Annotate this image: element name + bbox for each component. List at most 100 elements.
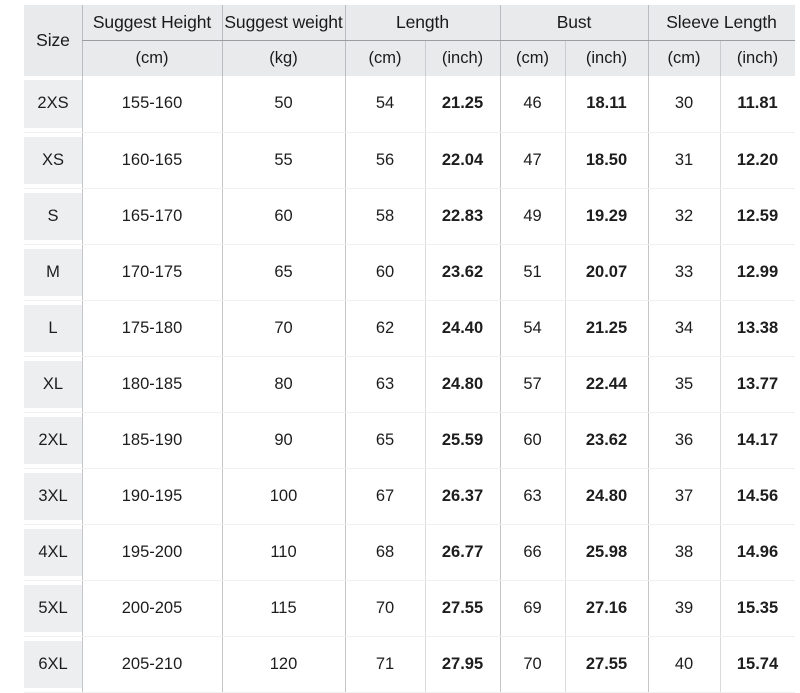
- cell-sleeve-cm: 31: [648, 132, 720, 189]
- cell-sleeve-cm: 39: [648, 580, 720, 637]
- cell-bust-in: 19.29: [565, 188, 648, 245]
- cell-height-cm: 155-160: [82, 76, 222, 133]
- cell-bust-cm: 66: [500, 524, 565, 581]
- table-row: 2XL 185-190 90 65 25.59 60 23.62 36 14.17: [24, 412, 796, 469]
- table-row: 3XL 190-195 100 67 26.37 63 24.80 37 14.56: [24, 468, 796, 525]
- cell-height-cm: 160-165: [82, 132, 222, 189]
- header-group-sleeve-length: Sleeve Length: [648, 5, 796, 41]
- cell-length-in: 27.95: [425, 636, 500, 693]
- cell-size: 4XL: [24, 524, 82, 581]
- cell-weight-kg: 65: [222, 244, 345, 301]
- cell-bust-in: 25.98: [565, 524, 648, 581]
- cell-size: XL: [24, 356, 82, 413]
- header-unit-bust-cm: (cm): [500, 40, 565, 76]
- table-row: 6XL 205-210 120 71 27.95 70 27.55 40 15.74: [24, 636, 796, 693]
- cell-weight-kg: 80: [222, 356, 345, 413]
- cell-sleeve-in: 13.77: [720, 356, 796, 413]
- cell-length-cm: 70: [345, 580, 425, 637]
- cell-size: XS: [24, 132, 82, 189]
- size-label: XL: [24, 360, 82, 408]
- cell-weight-kg: 120: [222, 636, 345, 693]
- header-group-row: Size Suggest Height Suggest weight Lengt…: [24, 5, 796, 76]
- cell-length-cm: 67: [345, 468, 425, 525]
- cell-size: S: [24, 188, 82, 245]
- cell-height-cm: 195-200: [82, 524, 222, 581]
- cell-bust-cm: 70: [500, 636, 565, 693]
- cell-bust-cm: 49: [500, 188, 565, 245]
- cell-height-cm: 200-205: [82, 580, 222, 637]
- cell-length-cm: 68: [345, 524, 425, 581]
- cell-sleeve-cm: 37: [648, 468, 720, 525]
- cell-size: 2XL: [24, 412, 82, 469]
- header-group-bust: Bust: [500, 5, 648, 41]
- cell-height-cm: 185-190: [82, 412, 222, 469]
- cell-weight-kg: 50: [222, 76, 345, 133]
- cell-bust-in: 20.07: [565, 244, 648, 301]
- cell-sleeve-in: 14.96: [720, 524, 796, 581]
- cell-weight-kg: 90: [222, 412, 345, 469]
- cell-size: M: [24, 244, 82, 301]
- cell-sleeve-cm: 35: [648, 356, 720, 413]
- cell-bust-in: 24.80: [565, 468, 648, 525]
- cell-bust-cm: 54: [500, 300, 565, 357]
- cell-bust-in: 27.55: [565, 636, 648, 693]
- cell-length-in: 26.37: [425, 468, 500, 525]
- cell-length-cm: 54: [345, 76, 425, 133]
- cell-bust-cm: 63: [500, 468, 565, 525]
- cell-height-cm: 165-170: [82, 188, 222, 245]
- cell-bust-in: 21.25: [565, 300, 648, 357]
- table-row: XS 160-165 55 56 22.04 47 18.50 31 12.20: [24, 132, 796, 189]
- size-label: M: [24, 248, 82, 296]
- cell-weight-kg: 70: [222, 300, 345, 357]
- table-header: Size Suggest Height Suggest weight Lengt…: [24, 5, 796, 76]
- cell-bust-in: 18.11: [565, 76, 648, 133]
- cell-length-in: 23.62: [425, 244, 500, 301]
- size-label: 5XL: [24, 584, 82, 632]
- cell-bust-cm: 51: [500, 244, 565, 301]
- table-row: L 175-180 70 62 24.40 54 21.25 34 13.38: [24, 300, 796, 357]
- header-unit-weight-kg: (kg): [222, 40, 345, 76]
- cell-length-cm: 62: [345, 300, 425, 357]
- cell-bust-cm: 47: [500, 132, 565, 189]
- cell-bust-cm: 69: [500, 580, 565, 637]
- cell-height-cm: 175-180: [82, 300, 222, 357]
- cell-size: 3XL: [24, 468, 82, 525]
- table-row: XL 180-185 80 63 24.80 57 22.44 35 13.77: [24, 356, 796, 413]
- cell-sleeve-cm: 38: [648, 524, 720, 581]
- table-body: 2XS 155-160 50 54 21.25 46 18.11 30 11.81 XS 160-1…: [24, 76, 796, 693]
- header-unit-sleeve-inch: (inch): [720, 40, 796, 76]
- cell-length-in: 24.40: [425, 300, 500, 357]
- cell-height-cm: 180-185: [82, 356, 222, 413]
- size-label: 4XL: [24, 528, 82, 576]
- cell-height-cm: 205-210: [82, 636, 222, 693]
- size-label: 6XL: [24, 640, 82, 688]
- cell-sleeve-in: 15.35: [720, 580, 796, 637]
- cell-sleeve-cm: 36: [648, 412, 720, 469]
- cell-length-in: 22.83: [425, 188, 500, 245]
- cell-weight-kg: 60: [222, 188, 345, 245]
- cell-length-cm: 60: [345, 244, 425, 301]
- cell-sleeve-in: 11.81: [720, 76, 796, 133]
- cell-sleeve-in: 13.38: [720, 300, 796, 357]
- cell-size: 2XS: [24, 76, 82, 133]
- cell-length-in: 27.55: [425, 580, 500, 637]
- cell-length-cm: 71: [345, 636, 425, 693]
- cell-size: L: [24, 300, 82, 357]
- cell-length-in: 22.04: [425, 132, 500, 189]
- cell-bust-in: 18.50: [565, 132, 648, 189]
- header-unit-length-cm: (cm): [345, 40, 425, 76]
- header-group-suggest-weight: Suggest weight: [222, 5, 345, 41]
- cell-bust-in: 22.44: [565, 356, 648, 413]
- cell-sleeve-in: 12.20: [720, 132, 796, 189]
- header-unit-length-inch: (inch): [425, 40, 500, 76]
- cell-length-in: 25.59: [425, 412, 500, 469]
- cell-bust-cm: 60: [500, 412, 565, 469]
- cell-sleeve-in: 12.99: [720, 244, 796, 301]
- size-label: XS: [24, 136, 82, 184]
- cell-length-cm: 58: [345, 188, 425, 245]
- size-label: 2XL: [24, 416, 82, 464]
- header-unit-bust-inch: (inch): [565, 40, 648, 76]
- header-group-length: Length: [345, 5, 500, 41]
- cell-bust-in: 23.62: [565, 412, 648, 469]
